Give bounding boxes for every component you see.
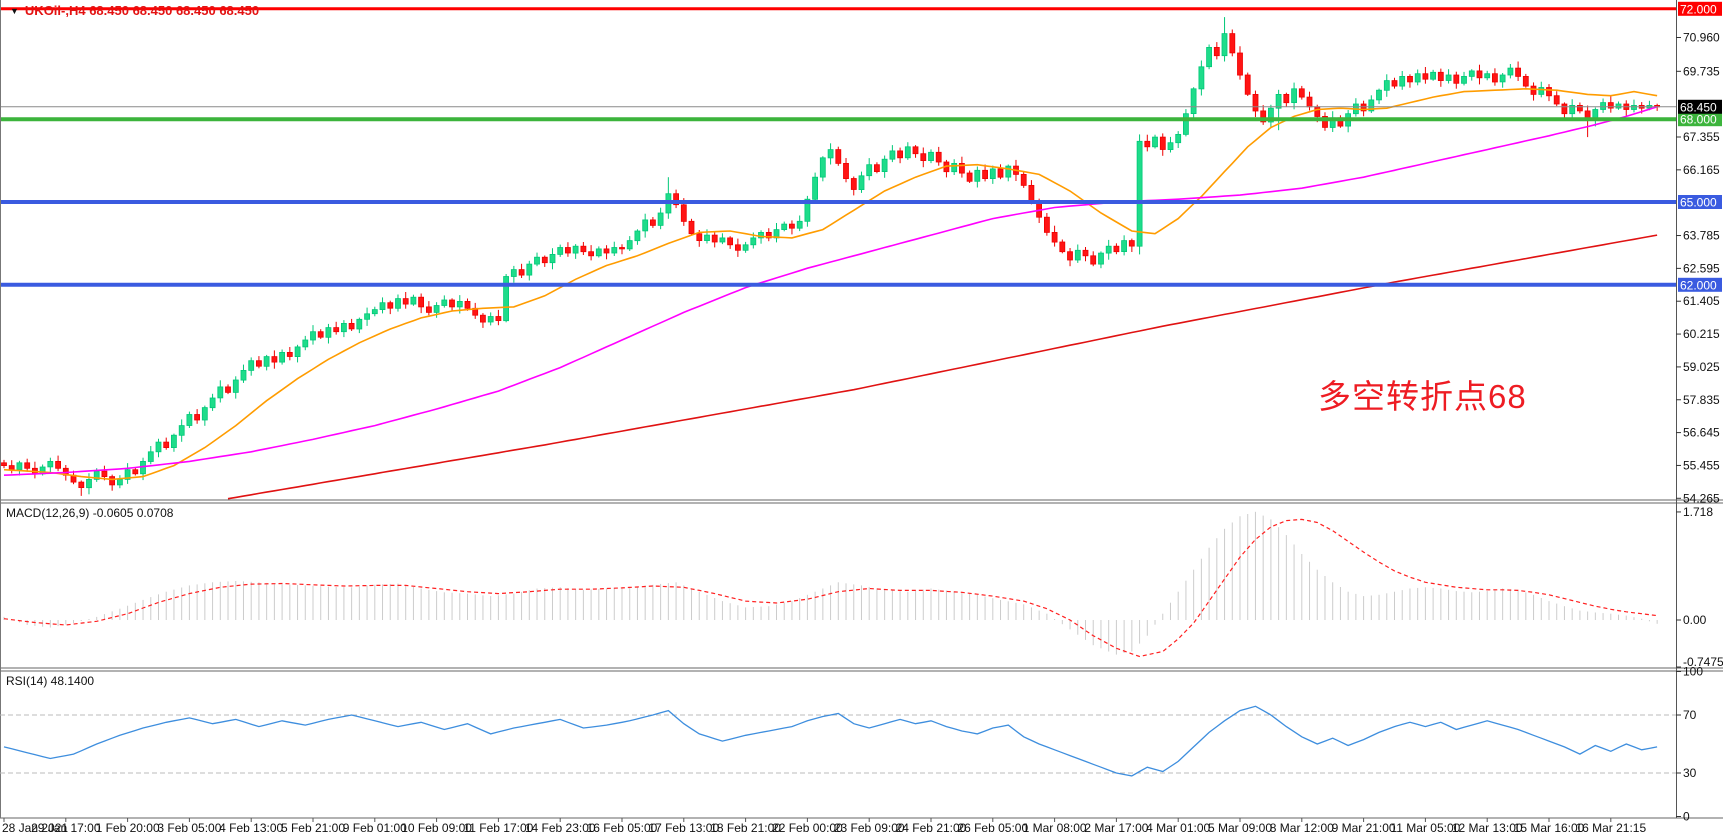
svg-text:62.595: 62.595 xyxy=(1683,261,1720,275)
svg-text:16 Feb 05:00: 16 Feb 05:00 xyxy=(587,821,658,835)
svg-text:11 Feb 17:00: 11 Feb 17:00 xyxy=(463,821,533,835)
svg-text:15 Mar 16:00: 15 Mar 16:00 xyxy=(1514,821,1585,835)
svg-text:-0.7475: -0.7475 xyxy=(1683,655,1723,669)
svg-text:9 Mar 21:00: 9 Mar 21:00 xyxy=(1332,821,1396,835)
svg-text:56.645: 56.645 xyxy=(1683,426,1720,440)
svg-text:0: 0 xyxy=(1683,810,1690,824)
svg-text:66.165: 66.165 xyxy=(1683,163,1720,177)
svg-text:57.835: 57.835 xyxy=(1683,393,1720,407)
svg-text:12 Mar 13:00: 12 Mar 13:00 xyxy=(1452,821,1523,835)
svg-text:29 Jan 17:00: 29 Jan 17:00 xyxy=(31,821,101,835)
chart-annotation-text: 多空转折点68 xyxy=(1318,378,1527,415)
svg-text:55.455: 55.455 xyxy=(1683,458,1720,472)
price-axis-box-68.450: 68.450 xyxy=(1678,99,1722,114)
svg-text:24 Feb 21:00: 24 Feb 21:00 xyxy=(896,821,967,835)
svg-text:14 Feb 23:00: 14 Feb 23:00 xyxy=(525,821,596,835)
svg-text:68.450: 68.450 xyxy=(1680,100,1717,114)
svg-text:63.785: 63.785 xyxy=(1683,229,1720,243)
svg-text:69.735: 69.735 xyxy=(1683,64,1720,78)
svg-text:0.00: 0.00 xyxy=(1683,613,1707,627)
ma-slow-red[interactable] xyxy=(227,234,1658,500)
rsi-line xyxy=(3,705,1658,777)
svg-text:23 Feb 09:00: 23 Feb 09:00 xyxy=(834,821,905,835)
svg-text:67.355: 67.355 xyxy=(1683,130,1720,144)
svg-text:1 Mar 08:00: 1 Mar 08:00 xyxy=(1023,821,1087,835)
ma-mid-magenta[interactable] xyxy=(3,106,1658,476)
rsi-panel[interactable] xyxy=(0,705,1676,777)
svg-text:11 Mar 05:00: 11 Mar 05:00 xyxy=(1390,821,1460,835)
chevron-down-icon[interactable]: ▼ xyxy=(10,6,19,16)
svg-text:1.718: 1.718 xyxy=(1683,505,1713,519)
svg-text:61.405: 61.405 xyxy=(1683,294,1720,308)
chart-title-text: UKOil-,H4 68.450 68.450 68.450 68.450 xyxy=(24,3,260,18)
svg-text:1 Feb 20:00: 1 Feb 20:00 xyxy=(96,821,160,835)
macd-panel[interactable] xyxy=(3,511,1658,658)
svg-text:54.265: 54.265 xyxy=(1683,491,1720,505)
svg-text:62.000: 62.000 xyxy=(1680,278,1717,292)
price-axis-box-72.000: 72.000 xyxy=(1678,1,1722,16)
macd-indicator-label: MACD(12,26,9) -0.0605 0.0708 xyxy=(6,506,174,520)
svg-text:2 Mar 17:00: 2 Mar 17:00 xyxy=(1084,821,1148,835)
svg-text:5 Feb 21:00: 5 Feb 21:00 xyxy=(281,821,345,835)
svg-text:60.215: 60.215 xyxy=(1683,327,1720,341)
svg-text:17 Feb 13:00: 17 Feb 13:00 xyxy=(648,821,719,835)
svg-text:8 Mar 12:00: 8 Mar 12:00 xyxy=(1270,821,1334,835)
svg-text:59.025: 59.025 xyxy=(1683,360,1720,374)
price-axis: 70.960 69.735 67.355 66.165 63.785 62.595 61.4… xyxy=(1676,1,1723,824)
svg-text:28 Jan 2021: 28 Jan 2021 xyxy=(2,821,68,835)
price-axis-box-68.000: 68.000 xyxy=(1678,112,1722,127)
svg-text:100: 100 xyxy=(1683,665,1703,679)
ma-fast-orange[interactable] xyxy=(3,87,1658,481)
chart-title: ▼ UKOil-,H4 68.450 68.450 68.450 68.450 xyxy=(10,3,259,18)
svg-text:10 Feb 09:00: 10 Feb 09:00 xyxy=(401,821,472,835)
svg-text:4 Feb 13:00: 4 Feb 13:00 xyxy=(219,821,283,835)
svg-text:70: 70 xyxy=(1683,708,1697,722)
svg-text:26 Feb 05:00: 26 Feb 05:00 xyxy=(957,821,1028,835)
svg-text:65.000: 65.000 xyxy=(1680,196,1717,210)
svg-text:9 Feb 01:00: 9 Feb 01:00 xyxy=(343,821,407,835)
svg-text:4 Mar 01:00: 4 Mar 01:00 xyxy=(1146,821,1210,835)
svg-text:5 Mar 09:00: 5 Mar 09:00 xyxy=(1208,821,1272,835)
price-axis-box-65.000: 65.000 xyxy=(1678,195,1722,210)
candlestick-series xyxy=(1,17,1660,496)
macd-signal-line xyxy=(3,518,1658,658)
svg-text:30: 30 xyxy=(1683,766,1697,780)
svg-text:22 Feb 00:00: 22 Feb 00:00 xyxy=(772,821,843,835)
svg-text:72.000: 72.000 xyxy=(1680,2,1717,16)
svg-text:70.960: 70.960 xyxy=(1683,31,1720,45)
price-axis-box-62.000: 62.000 xyxy=(1678,277,1722,292)
rsi-indicator-label: RSI(14) 48.1400 xyxy=(6,674,95,688)
svg-text:68.000: 68.000 xyxy=(1680,113,1717,127)
svg-text:3 Feb 05:00: 3 Feb 05:00 xyxy=(157,821,221,835)
svg-text:16 Mar 21:15: 16 Mar 21:15 xyxy=(1575,821,1646,835)
svg-text:18 Feb 21:00: 18 Feb 21:00 xyxy=(710,821,781,835)
